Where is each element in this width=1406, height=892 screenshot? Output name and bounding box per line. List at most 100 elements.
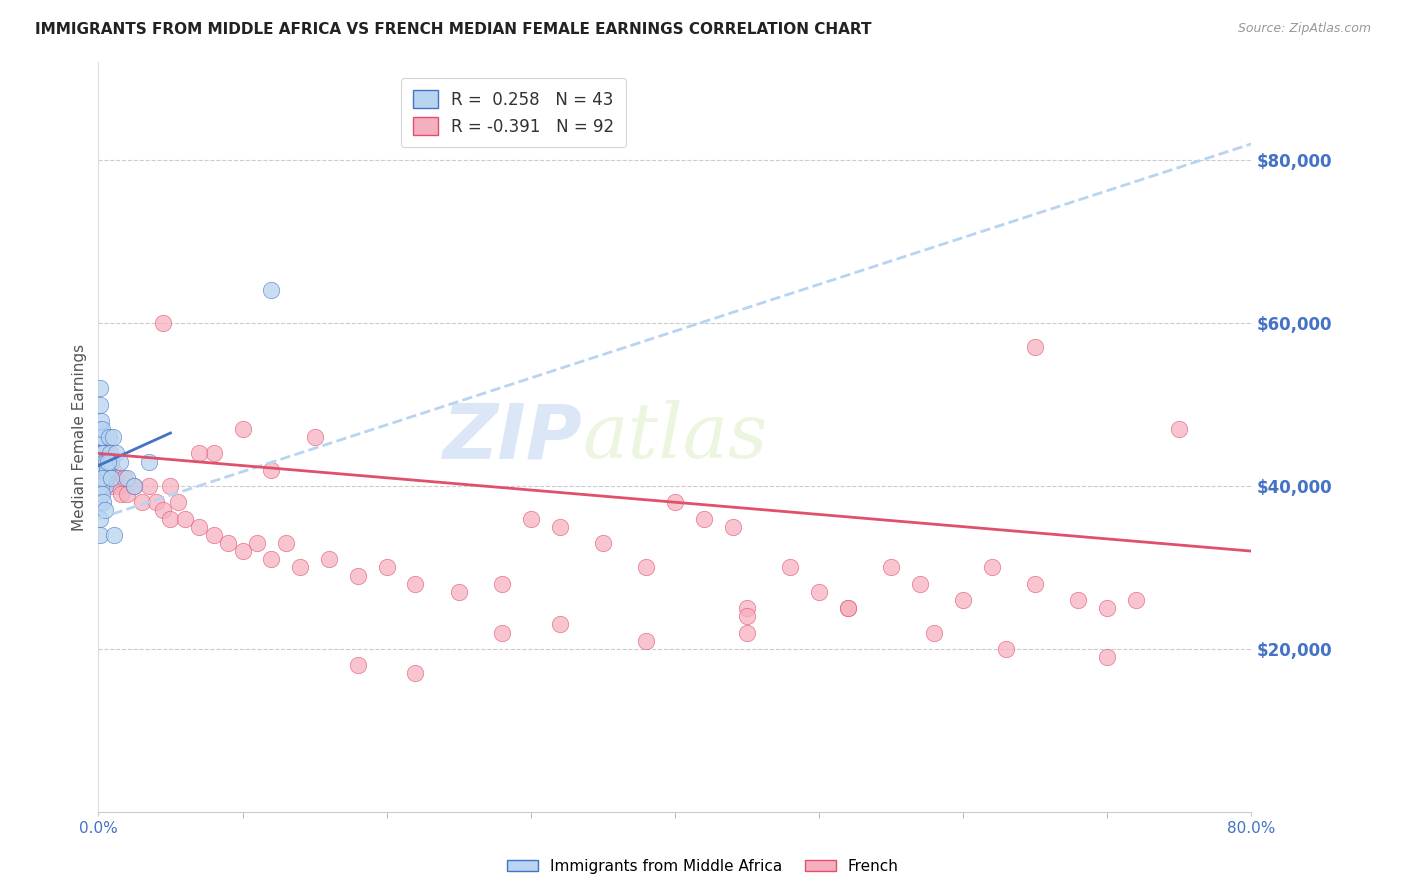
Point (89, 422, 111, 436)
Point (405, 666, 427, 681)
Point (231, 544, 254, 558)
Point (110, 487, 132, 501)
Text: IMMIGRANTS FROM MIDDLE AFRICA VS FRENCH MEDIAN FEMALE EARNINGS CORRELATION CHART: IMMIGRANTS FROM MIDDLE AFRICA VS FRENCH … (35, 22, 872, 37)
Point (97, 430, 120, 444)
Point (131, 495, 153, 509)
Point (89, 495, 111, 509)
Point (91, 454, 114, 468)
Point (101, 463, 124, 477)
Point (995, 641, 1018, 656)
Point (89, 454, 111, 468)
Point (202, 528, 225, 542)
Point (104, 446, 127, 460)
Legend: Immigrants from Middle Africa, French: Immigrants from Middle Africa, French (501, 853, 905, 880)
Point (837, 601, 859, 615)
Point (93, 446, 115, 460)
Point (188, 519, 211, 533)
Point (97, 454, 120, 468)
Point (202, 446, 225, 460)
Point (880, 560, 903, 574)
Point (100, 479, 122, 493)
Point (924, 625, 946, 640)
Point (91, 487, 114, 501)
Point (290, 560, 312, 574)
Point (693, 511, 716, 525)
Point (1125, 593, 1147, 607)
Point (90, 430, 112, 444)
Point (375, 560, 398, 574)
Point (952, 593, 974, 607)
Point (94, 446, 117, 460)
Point (96, 463, 118, 477)
Point (89, 381, 111, 395)
Point (592, 536, 614, 550)
Point (138, 454, 160, 468)
Point (91, 454, 114, 468)
Point (1067, 593, 1090, 607)
Point (107, 479, 129, 493)
Point (90, 454, 112, 468)
Point (93, 454, 115, 468)
Legend: R =  0.258   N = 43, R = -0.391   N = 92: R = 0.258 N = 43, R = -0.391 N = 92 (401, 78, 626, 147)
Point (491, 576, 513, 591)
Point (246, 536, 269, 550)
Point (98, 446, 121, 460)
Point (1168, 422, 1191, 436)
Point (138, 479, 160, 493)
Point (89, 430, 111, 444)
Point (89, 454, 111, 468)
Text: Source: ZipAtlas.com: Source: ZipAtlas.com (1237, 22, 1371, 36)
Point (304, 430, 326, 444)
Point (90, 463, 112, 477)
Point (100, 454, 122, 468)
Point (260, 552, 283, 566)
Point (94, 479, 117, 493)
Point (721, 519, 744, 533)
Point (188, 446, 211, 460)
Point (735, 601, 758, 615)
Point (96, 454, 118, 468)
Point (97, 454, 120, 468)
Point (89, 471, 111, 485)
Point (104, 471, 127, 485)
Point (1097, 601, 1119, 615)
Point (90, 479, 112, 493)
Point (447, 584, 470, 599)
Point (735, 625, 758, 640)
Point (548, 519, 571, 533)
Point (89, 511, 111, 525)
Point (347, 658, 370, 673)
Point (981, 560, 1004, 574)
Point (93, 471, 115, 485)
Point (108, 454, 131, 468)
Point (159, 511, 181, 525)
Point (91, 446, 114, 460)
Point (90, 454, 112, 468)
Point (735, 609, 758, 624)
Point (520, 511, 543, 525)
Point (91, 495, 114, 509)
Point (103, 528, 125, 542)
Point (94, 454, 117, 468)
Point (93, 471, 115, 485)
Point (90, 463, 112, 477)
Point (96, 471, 118, 485)
Point (548, 617, 571, 632)
Point (93, 446, 115, 460)
Point (89, 463, 111, 477)
Point (89, 446, 111, 460)
Point (260, 284, 283, 298)
Point (91, 446, 114, 460)
Point (93, 463, 115, 477)
Point (90, 446, 112, 460)
Point (274, 536, 297, 550)
Point (117, 471, 139, 485)
Point (93, 454, 115, 468)
Point (808, 584, 831, 599)
Text: atlas: atlas (582, 401, 768, 474)
Point (152, 316, 174, 330)
Point (318, 552, 340, 566)
Point (1097, 650, 1119, 665)
Point (91, 471, 114, 485)
Y-axis label: Median Female Earnings: Median Female Earnings (72, 343, 87, 531)
